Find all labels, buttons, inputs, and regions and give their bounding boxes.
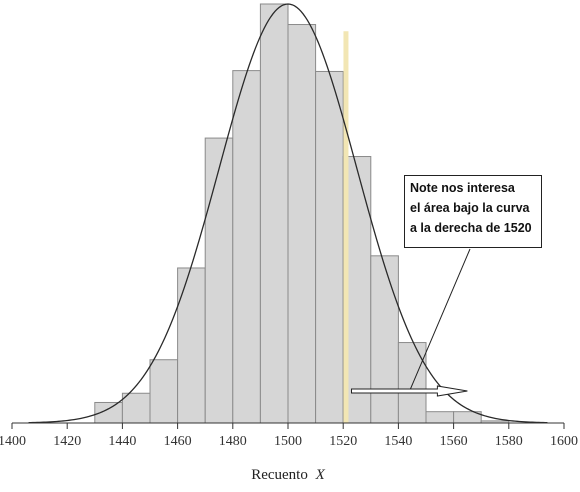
annotation-line-1: Note nos interesa <box>410 181 515 195</box>
histogram-bar-1450 <box>149 359 179 424</box>
histogram-bar-1440 <box>121 392 151 424</box>
normal-curve <box>28 3 548 424</box>
x-tick-label-1520: 1520 <box>329 434 357 449</box>
pointer-line-right <box>409 248 471 391</box>
x-axis-title: Recuento X <box>251 467 325 483</box>
annotation-line-2: el área bajo la curva <box>410 201 530 215</box>
x-tick-label-1400: 1400 <box>0 434 26 449</box>
histogram-bar-1490 <box>259 3 289 424</box>
histogram-bar-1540 <box>397 342 427 424</box>
x-tick-label-1580: 1580 <box>495 434 523 449</box>
x-tick-label-1600: 1600 <box>550 434 578 449</box>
histogram-bar-1510 <box>315 70 344 424</box>
histogram-bar-1550 <box>425 411 455 424</box>
x-tick-label-1420: 1420 <box>53 434 81 449</box>
histogram-bar-1460 <box>177 267 206 424</box>
x-axis-ticks: 1400 1420 1440 1460 1480 1500 1520 1540 1560 1580… <box>0 423 578 449</box>
histogram-bar-1530 <box>370 255 399 424</box>
annotation-arrow <box>351 385 468 397</box>
x-tick-label-1460: 1460 <box>164 434 192 449</box>
x-tick-label-1440: 1440 <box>108 434 136 449</box>
x-tick-label-1560: 1560 <box>440 434 468 449</box>
x-axis-title-var: X <box>315 467 326 483</box>
histogram-bar-1470 <box>204 137 234 424</box>
x-tick-label-1500: 1500 <box>274 434 302 449</box>
x-tick-label-1540: 1540 <box>384 434 412 449</box>
annotation-line-3: a la derecha de 1520 <box>410 221 532 235</box>
x-tick-label-1480: 1480 <box>219 434 247 449</box>
annotation-box: Note nos interesa el área bajo la curva … <box>404 175 542 248</box>
annotation-arrow-shape <box>351 385 468 397</box>
x-axis-title-main: Recuento <box>251 467 308 483</box>
histogram-bar-1500 <box>287 24 317 424</box>
histogram-bar-1480 <box>232 70 261 424</box>
